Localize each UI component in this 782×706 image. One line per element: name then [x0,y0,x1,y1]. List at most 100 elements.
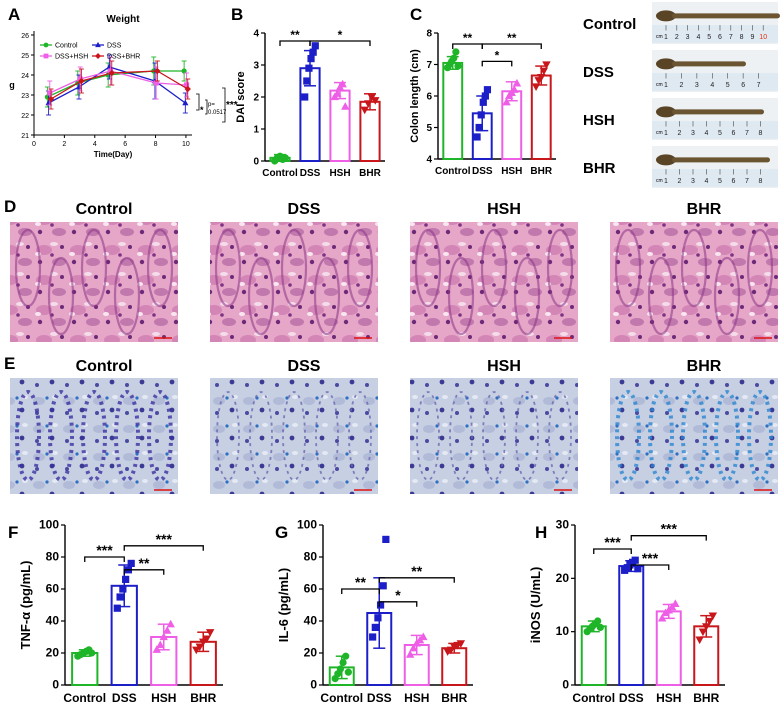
colon-sig-bracket [481,43,542,50]
tnf-point-dss [122,575,130,584]
weight-xlabel: Time(Day) [94,150,133,159]
il6-xtick-label: Control [320,691,363,705]
weight-point-bhr [78,77,85,85]
colon-bar-control [442,61,464,160]
weight-ytick-label: 25 [21,53,29,60]
dai-point-bhr [360,106,369,115]
dai-xtick-label: DSS [300,168,321,179]
he-title-hsh: HSH [487,201,521,218]
weight-point-control [181,68,187,74]
colon-ylabel: Colon length (cm) [409,49,421,143]
ruler-number: 1 [664,130,668,137]
tnf-point-hsh [152,645,161,653]
colon-cecum-dss [656,58,676,70]
colon-tissue-bhr [672,157,770,163]
ab-goblet-cells [747,390,773,482]
ruler-number: 6 [718,34,722,41]
ruler-number: 3 [691,130,695,137]
ab-image-hsh [410,378,578,494]
weight-ytick-label: 24 [21,73,29,80]
inos-point-dss [631,556,639,564]
inos-point-hsh [671,599,680,608]
ab-goblet-cells [615,390,641,482]
ruler-cm-label: cm [656,34,663,40]
ab-goblet-cells [249,391,273,481]
dai-xtick-label: HSH [329,168,350,179]
il6-ytick-label: 80 [304,550,318,564]
panel-letter-e: E [4,354,15,373]
ruler-number: 6 [741,82,745,89]
weight-pvalue-value: 0.0517 [208,110,227,116]
il6-point-hsh [409,643,418,652]
ab-image-control [10,378,178,494]
tnf-ytick-label: 60 [46,582,60,596]
ab-goblet-cells [515,391,539,481]
colon-point-control [450,54,458,62]
weight-ylabel: g [9,80,15,90]
colon-cecum-control [656,10,676,22]
tnf-ytick-label: 40 [46,614,60,628]
he-title-control: Control [76,201,133,218]
il6-sig-label: ** [355,574,366,590]
inos-ytick-label: 10 [556,624,570,638]
colon-point-dss [477,111,485,119]
weight-xtick-label: 0 [32,141,36,148]
photo-label-bhr: BHR [583,160,616,177]
he-crypt [214,228,242,308]
ruler-hsh [652,121,778,139]
tnf-xtick-label: BHR [190,691,216,705]
tnf-point-hsh [159,632,168,641]
he-crypt [247,256,275,336]
ruler-number: 4 [710,82,714,89]
il6-point-dss [376,601,385,609]
inos-ytick-label: 30 [556,518,570,532]
il6-ytick-label: 20 [304,646,318,660]
he-crypt [346,228,374,308]
colon-xtick-label: Control [435,166,471,177]
colon-point-dss [473,133,481,141]
weight-point-bhr [108,69,115,77]
he-crypt [546,228,574,308]
dai-point-hsh [333,89,342,97]
inos-point-bhr [695,636,704,645]
he-crypt [680,228,708,308]
dai-point-hsh [338,79,347,88]
dai-ytick-label: 0 [253,157,259,168]
photo-label-control: Control [583,16,636,33]
photo-label-dss: DSS [583,64,614,81]
weight-ytick-label: 21 [21,133,29,140]
dai-point-dss [303,77,311,85]
ab-goblet-cells [449,391,473,481]
tnf-ylabel: TNF-α (pg/mL) [18,561,33,650]
colon-sig-label: * [495,48,500,62]
colon-point-hsh [512,78,522,87]
he-crypt [513,256,541,336]
ab-title-hsh: HSH [487,358,521,375]
colon-point-hsh [510,85,519,93]
ab-goblet-cells [714,390,740,482]
colon-point-bhr [537,73,546,82]
tnf-point-dss [119,585,127,593]
il6-ytick-label: 60 [304,582,318,596]
ruler-number: 9 [750,34,754,41]
he-crypt [313,256,341,336]
tnf-point-dss [116,593,124,601]
ruler-number: 8 [759,178,763,185]
colon-tissue-dss [672,61,746,67]
il6-sig-bracket [378,577,455,583]
tnf-point-hsh [156,640,165,649]
ruler-number: 3 [686,34,690,41]
weight-point-bhr [154,67,161,75]
weight-legend-label: DSS+HSH [55,54,88,61]
il6-sig-label: * [395,587,401,603]
he-crypt [280,228,308,308]
tnf-sig-label: *** [156,531,173,547]
inos-point-control [594,617,602,625]
dai-xtick-label: BHR [359,168,381,179]
colon-point-hsh [502,97,511,106]
ab-goblet-cells [315,391,339,481]
weight-line-bhr [50,70,189,100]
